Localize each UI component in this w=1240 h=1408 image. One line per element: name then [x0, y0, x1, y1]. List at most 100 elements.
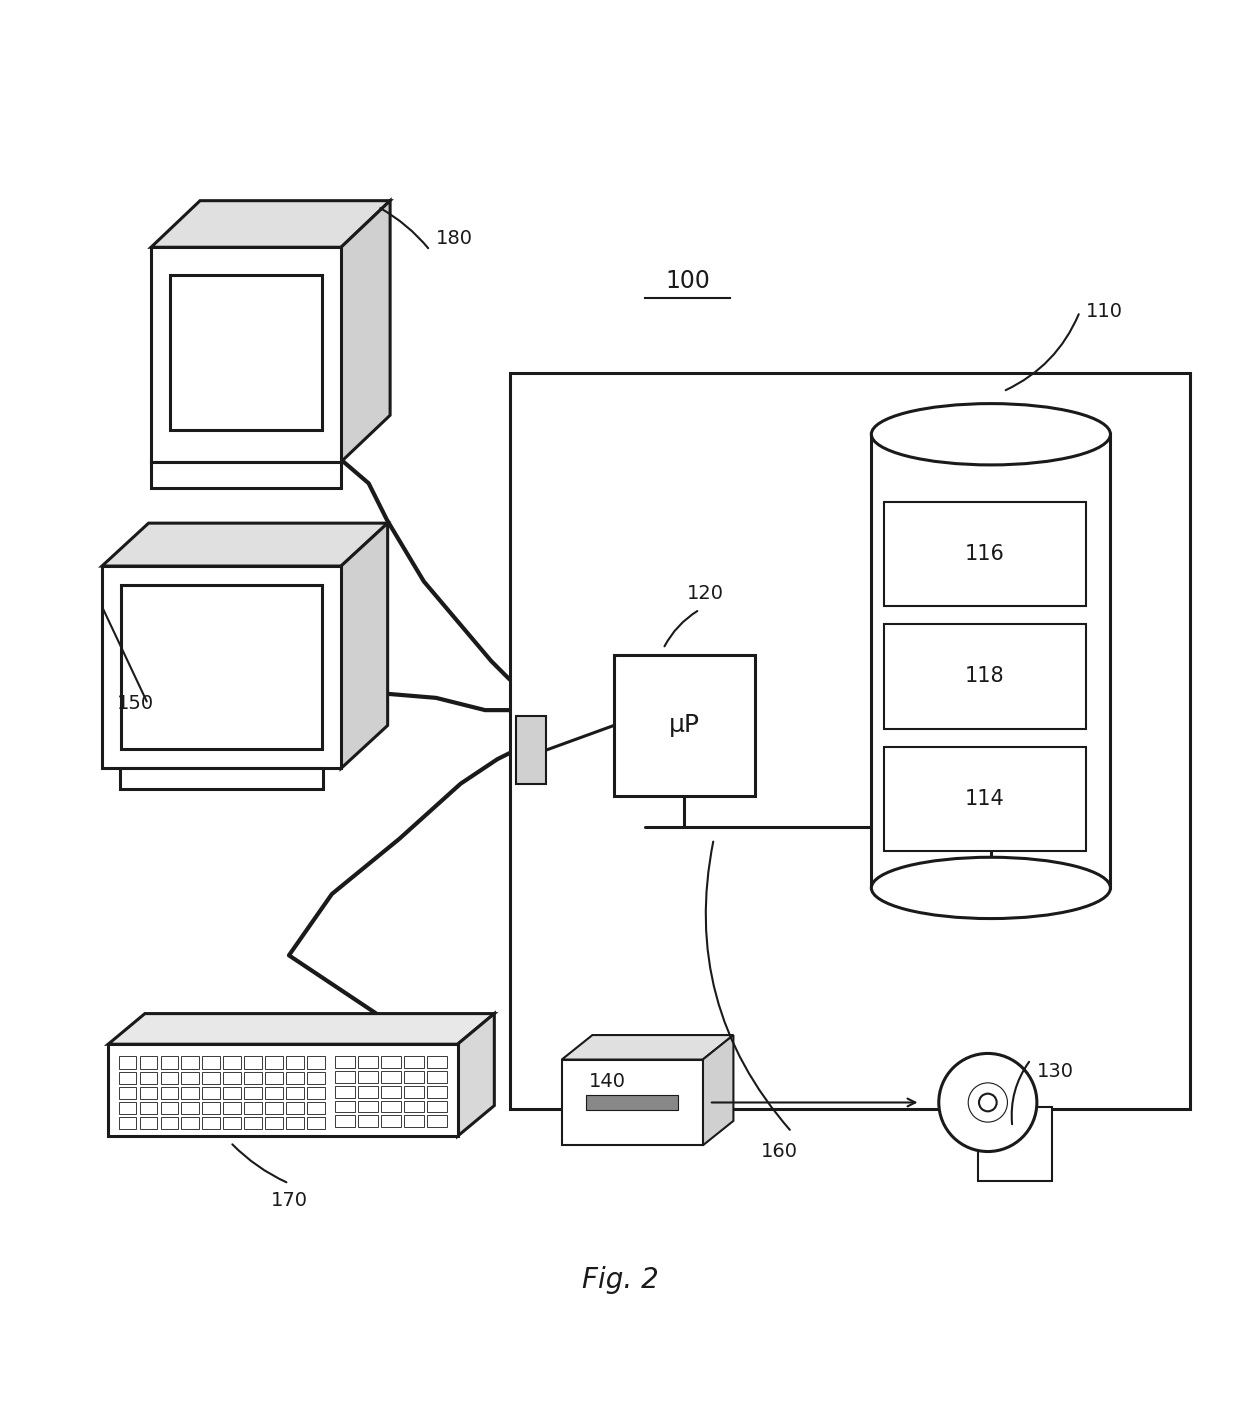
Ellipse shape [872, 404, 1111, 465]
Bar [265, 1117, 283, 1129]
Bar [404, 1115, 424, 1126]
Bar [428, 1115, 448, 1126]
Text: 118: 118 [965, 666, 1004, 687]
Bar [265, 1071, 283, 1084]
Bar [120, 769, 324, 788]
Bar [223, 1071, 242, 1084]
Bar [181, 1117, 200, 1129]
Bar [223, 1056, 242, 1069]
Bar [119, 1087, 136, 1098]
Bar [335, 1086, 355, 1098]
Bar [223, 1117, 242, 1129]
Bar [160, 1087, 179, 1098]
Bar [404, 1086, 424, 1098]
Bar [286, 1101, 304, 1114]
Bar [151, 248, 341, 462]
Bar [286, 1071, 304, 1084]
Bar [202, 1071, 221, 1084]
Bar [358, 1086, 378, 1098]
Bar [140, 1101, 157, 1114]
Bar [587, 1095, 678, 1111]
Text: 100: 100 [665, 269, 709, 293]
Bar [428, 1101, 448, 1112]
Circle shape [939, 1053, 1037, 1152]
Bar [335, 1056, 355, 1069]
Text: 114: 114 [965, 788, 1004, 810]
Text: 180: 180 [436, 228, 474, 248]
Bar [358, 1071, 378, 1083]
Bar [181, 1071, 200, 1084]
Circle shape [980, 1094, 997, 1111]
Bar [308, 1056, 325, 1069]
Bar [286, 1056, 304, 1069]
Bar [562, 1060, 703, 1145]
Bar [286, 1087, 304, 1098]
Bar [978, 1107, 1052, 1181]
Bar [244, 1117, 262, 1129]
Bar [308, 1101, 325, 1114]
Bar [265, 1056, 283, 1069]
Bar [308, 1117, 325, 1129]
Bar [140, 1071, 157, 1084]
Bar [872, 434, 1111, 888]
Bar [119, 1117, 136, 1129]
Bar [614, 655, 755, 796]
Bar [358, 1101, 378, 1112]
Bar [140, 1087, 157, 1098]
Bar [119, 1071, 136, 1084]
Polygon shape [151, 201, 391, 248]
Polygon shape [703, 1035, 733, 1145]
Bar [122, 586, 322, 749]
Bar [244, 1101, 262, 1114]
Bar [404, 1056, 424, 1069]
Polygon shape [562, 1035, 733, 1060]
Bar [223, 1087, 242, 1098]
Text: 160: 160 [761, 1142, 797, 1162]
Bar [286, 1117, 304, 1129]
Bar [202, 1117, 221, 1129]
Bar [160, 1117, 179, 1129]
Bar [265, 1101, 283, 1114]
Text: 140: 140 [589, 1071, 626, 1091]
Bar [181, 1087, 200, 1098]
Text: 116: 116 [965, 543, 1004, 563]
Bar [428, 1056, 448, 1069]
Bar [160, 1101, 179, 1114]
Bar [170, 275, 322, 429]
Text: 110: 110 [1086, 303, 1123, 321]
Bar [102, 566, 341, 769]
Text: μP: μP [668, 714, 699, 738]
Bar [428, 1071, 448, 1083]
Bar [119, 1056, 136, 1069]
Bar [404, 1101, 424, 1112]
Bar [244, 1087, 262, 1098]
Bar [223, 1101, 242, 1114]
Bar [884, 501, 1086, 605]
Bar [358, 1115, 378, 1126]
Polygon shape [108, 1014, 495, 1045]
Polygon shape [341, 524, 388, 769]
Text: 130: 130 [1037, 1062, 1074, 1081]
Bar [308, 1087, 325, 1098]
Text: 170: 170 [270, 1191, 308, 1209]
Bar [119, 1101, 136, 1114]
Text: Fig. 2: Fig. 2 [582, 1266, 658, 1294]
Bar [140, 1056, 157, 1069]
Bar [510, 373, 1190, 1108]
Bar [140, 1117, 157, 1129]
Polygon shape [102, 524, 388, 566]
Bar [382, 1086, 401, 1098]
Bar [244, 1056, 262, 1069]
Bar [244, 1071, 262, 1084]
Bar [151, 462, 341, 487]
Bar [358, 1056, 378, 1069]
Bar [202, 1087, 221, 1098]
Text: 120: 120 [687, 584, 724, 603]
Bar [335, 1101, 355, 1112]
Bar [108, 1045, 458, 1136]
Bar [160, 1071, 179, 1084]
Ellipse shape [872, 857, 1111, 918]
Bar [160, 1056, 179, 1069]
Text: 150: 150 [118, 694, 155, 714]
Bar [884, 746, 1086, 850]
